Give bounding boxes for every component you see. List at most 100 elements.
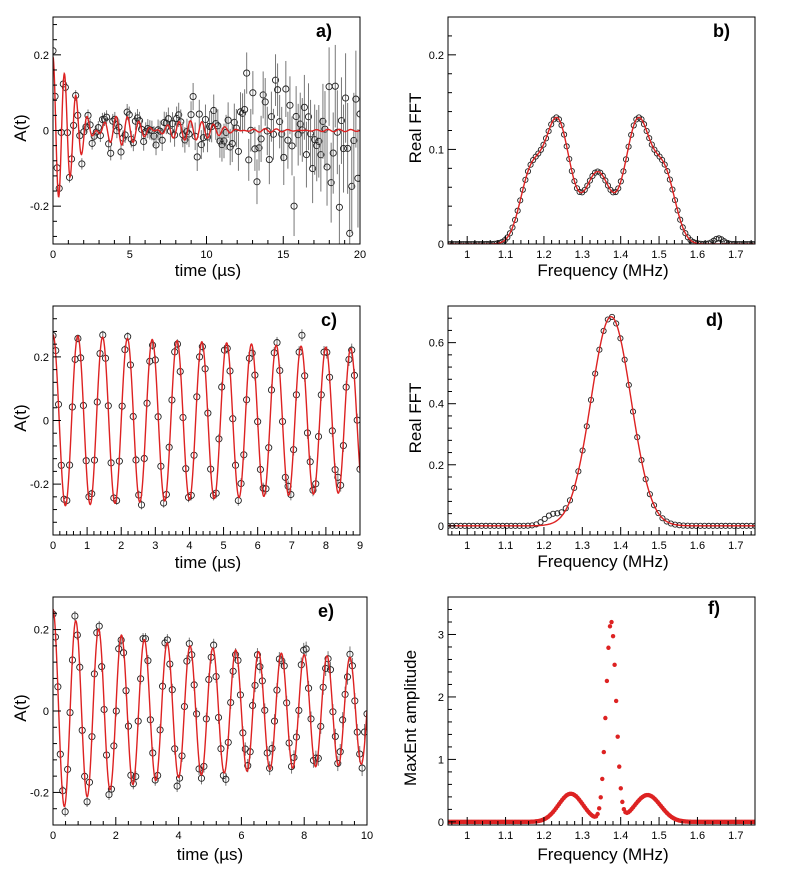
data-point <box>83 798 91 806</box>
maxent-point <box>607 624 613 629</box>
y-axis-label-e: A(t) <box>11 694 30 721</box>
x-tick-label-b: 1.5 <box>651 249 666 261</box>
x-tick-label-a: 20 <box>354 249 366 261</box>
data-point <box>166 127 174 135</box>
x-tick-label-a: 15 <box>277 249 289 261</box>
data-point <box>267 113 275 121</box>
data-point <box>651 502 658 509</box>
plot-d-area: 1 1.1 1.2 1.3 1.4 1.5 1.6 1.7 0 0.2 0.4 0.6 <box>429 305 756 552</box>
panel-label-e: e) <box>318 601 334 621</box>
x-tick-label-e: 0 <box>50 830 56 842</box>
data-point <box>617 178 624 185</box>
maxent-point <box>609 619 614 625</box>
maxent-point <box>598 795 603 800</box>
data-point <box>78 160 86 168</box>
data-point <box>648 141 655 148</box>
x-tick-label-c: 8 <box>323 540 329 552</box>
x-tick-label-b: 1.4 <box>613 249 628 261</box>
data-point <box>282 85 290 93</box>
data-point <box>643 127 650 135</box>
data-point <box>327 179 335 187</box>
data-point <box>129 780 137 788</box>
data-point <box>261 98 269 106</box>
x-tick-label-c: 2 <box>118 540 124 552</box>
data-point <box>317 151 325 159</box>
data-point <box>361 728 367 736</box>
data-point <box>173 782 181 790</box>
x-tick-label-b: 1.1 <box>498 249 513 261</box>
data-point <box>339 145 348 153</box>
y-tick-label-d: 0.4 <box>429 399 444 411</box>
data-point <box>257 135 265 143</box>
data-point <box>659 515 666 522</box>
data-point <box>278 130 286 138</box>
data-point <box>88 139 96 147</box>
panel-f: 1 1.1 1.2 1.3 1.4 1.5 1.6 1.7 0 1 2 3 f) Frequency … <box>401 596 756 864</box>
data-point <box>247 126 255 134</box>
panel-label-d: d) <box>706 310 723 330</box>
data-point <box>103 113 111 121</box>
y-tick-label-e: 0.2 <box>34 625 49 637</box>
plot-c-content <box>53 329 360 510</box>
data-point <box>300 103 308 111</box>
data-point <box>245 156 253 164</box>
maxent-point <box>615 734 620 739</box>
data-point <box>107 149 115 157</box>
x-tick-label-c: 9 <box>357 540 363 552</box>
x-tick-label-a: 5 <box>127 249 133 261</box>
x-tick-label-a: 10 <box>200 249 212 261</box>
data-point <box>646 491 653 498</box>
x-tick-label-c: 1 <box>84 540 90 552</box>
x-axis-label-a: time (µs) <box>175 261 241 280</box>
x-tick-label-f: 1.6 <box>690 830 705 842</box>
data-point <box>71 612 79 620</box>
data-point <box>206 122 214 130</box>
data-point <box>284 136 292 144</box>
data-point <box>667 520 674 527</box>
data-point <box>586 177 593 184</box>
data-point <box>304 113 313 121</box>
maxent-point <box>752 819 755 825</box>
data-point <box>175 111 183 119</box>
data-point <box>331 82 339 90</box>
fit-curve-a <box>53 56 360 198</box>
y-tick-label-f: 2 <box>438 692 444 704</box>
data-point <box>168 120 177 128</box>
data-point <box>322 664 330 672</box>
data-point <box>641 121 648 128</box>
data-point <box>218 141 226 149</box>
data-point <box>268 744 276 752</box>
x-tick-label-c: 6 <box>255 540 261 552</box>
plot-b-content <box>448 114 755 244</box>
maxent-point <box>612 662 617 668</box>
maxent-point <box>600 776 605 782</box>
data-point <box>156 127 164 135</box>
data-point <box>677 216 684 223</box>
data-point <box>61 808 69 816</box>
data-point <box>509 224 516 231</box>
x-tick-label-d: 1.3 <box>575 540 590 552</box>
data-point <box>613 320 620 327</box>
data-point <box>329 149 337 157</box>
y-axis-label-a: A(t) <box>11 114 30 141</box>
x-axis-label-d: Frequency (MHz) <box>537 552 668 571</box>
y-tick-label-b: 0.1 <box>429 144 444 156</box>
data-point <box>239 109 247 117</box>
y-tick-label-d: 0.2 <box>429 460 444 472</box>
data-point <box>255 144 263 152</box>
data-point <box>234 147 242 155</box>
data-point <box>220 137 228 145</box>
x-axis-label-e: time (µs) <box>177 845 243 864</box>
data-point <box>251 145 259 153</box>
panel-d: 1 1.1 1.2 1.3 1.4 1.5 1.6 1.7 0 0.2 0.4 0.6 d) Freq… <box>406 305 756 571</box>
data-point <box>352 95 360 103</box>
x-tick-label-f: 1.3 <box>575 830 590 842</box>
data-point <box>150 132 158 140</box>
data-point <box>222 775 230 783</box>
plot-e-content <box>53 608 367 817</box>
plot-d-content <box>448 313 755 529</box>
data-point <box>319 117 327 125</box>
data-point <box>232 124 240 132</box>
x-tick-label-f: 1.5 <box>651 830 666 842</box>
data-point <box>290 202 298 210</box>
